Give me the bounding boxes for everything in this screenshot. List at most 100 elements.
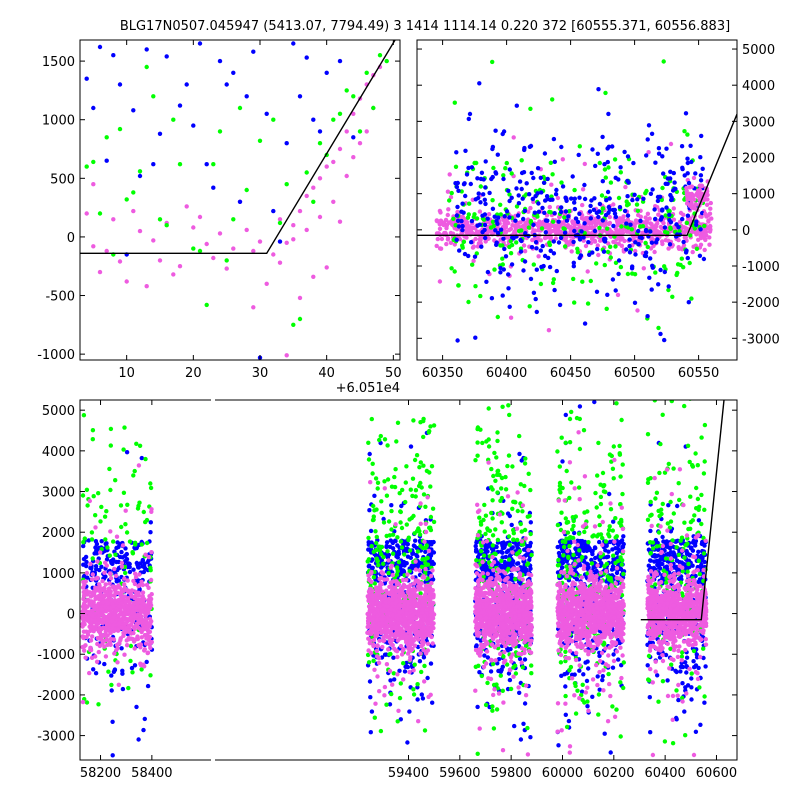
data-point bbox=[469, 240, 474, 245]
data-point bbox=[554, 187, 559, 193]
data-point bbox=[90, 625, 96, 630]
data-point bbox=[646, 150, 651, 155]
data-point bbox=[691, 175, 697, 181]
data-point bbox=[99, 627, 104, 632]
data-point bbox=[397, 695, 403, 701]
data-point bbox=[151, 94, 156, 99]
data-point bbox=[473, 197, 478, 202]
data-point bbox=[376, 783, 380, 787]
data-point bbox=[364, 70, 369, 76]
data-point bbox=[95, 621, 101, 626]
data-point bbox=[324, 70, 329, 76]
data-point bbox=[366, 535, 371, 541]
data-point bbox=[429, 542, 434, 547]
data-point bbox=[413, 635, 418, 640]
data-point bbox=[105, 633, 110, 638]
data-point bbox=[521, 216, 526, 222]
data-point bbox=[425, 675, 430, 681]
data-point bbox=[476, 191, 481, 196]
data-point bbox=[184, 82, 189, 87]
data-point bbox=[204, 302, 209, 308]
data-point bbox=[573, 216, 579, 221]
data-point bbox=[337, 111, 343, 117]
data-point bbox=[104, 622, 110, 627]
data-point bbox=[137, 228, 143, 234]
data-point bbox=[107, 581, 112, 586]
data-point bbox=[121, 447, 126, 452]
data-point bbox=[473, 236, 478, 242]
data-point bbox=[567, 209, 572, 214]
data-point bbox=[670, 188, 676, 193]
data-point bbox=[483, 201, 488, 207]
plot-area bbox=[80, 40, 396, 360]
data-point bbox=[431, 561, 436, 566]
data-point bbox=[395, 672, 400, 677]
data-point bbox=[371, 105, 376, 111]
data-point bbox=[445, 212, 450, 218]
data-point bbox=[624, 452, 628, 456]
data-point bbox=[122, 631, 127, 636]
data-point bbox=[557, 224, 562, 229]
data-point bbox=[80, 699, 86, 705]
data-point bbox=[127, 564, 132, 570]
data-point bbox=[177, 264, 183, 269]
y-tick-label: -500 bbox=[45, 290, 75, 305]
data-point bbox=[539, 226, 545, 231]
data-point bbox=[351, 111, 356, 117]
data-point bbox=[428, 527, 434, 533]
data-point bbox=[588, 203, 593, 209]
data-point bbox=[473, 549, 479, 554]
data-point bbox=[466, 116, 471, 122]
data-point bbox=[364, 129, 369, 134]
data-point bbox=[496, 668, 501, 674]
data-point bbox=[556, 231, 561, 236]
data-point bbox=[571, 260, 576, 265]
data-point bbox=[538, 238, 543, 243]
data-point bbox=[478, 176, 484, 182]
data-point bbox=[85, 503, 90, 508]
data-point bbox=[408, 444, 414, 449]
data-point bbox=[378, 582, 383, 588]
data-point bbox=[540, 205, 545, 211]
data-point bbox=[408, 639, 413, 644]
data-point bbox=[563, 195, 568, 200]
data-point bbox=[82, 608, 87, 613]
data-point bbox=[656, 282, 661, 287]
data-point bbox=[404, 561, 409, 566]
data-point bbox=[531, 222, 536, 227]
data-point bbox=[423, 529, 429, 535]
data-point bbox=[344, 88, 349, 93]
data-point bbox=[649, 240, 655, 245]
data-point bbox=[386, 629, 392, 634]
data-point bbox=[703, 197, 708, 202]
data-point bbox=[90, 556, 95, 561]
data-point bbox=[414, 453, 420, 458]
y-tick-label: 5000 bbox=[742, 43, 775, 58]
data-point bbox=[395, 535, 400, 540]
data-point bbox=[425, 555, 430, 561]
data-point bbox=[317, 214, 323, 220]
data-point bbox=[683, 228, 689, 233]
data-point bbox=[434, 231, 440, 236]
data-point bbox=[367, 451, 372, 457]
data-point bbox=[521, 721, 526, 726]
data-point bbox=[370, 471, 375, 476]
data-point bbox=[104, 637, 110, 642]
data-point bbox=[366, 648, 371, 653]
data-point bbox=[392, 474, 397, 480]
data-point bbox=[610, 277, 616, 282]
data-point bbox=[373, 529, 378, 534]
data-point bbox=[619, 243, 624, 248]
data-point bbox=[337, 219, 343, 224]
data-point bbox=[108, 636, 114, 641]
data-point bbox=[304, 55, 309, 60]
data-point bbox=[694, 246, 700, 251]
data-point bbox=[530, 196, 535, 202]
data-point bbox=[421, 416, 426, 422]
data-point bbox=[111, 53, 116, 58]
data-point bbox=[373, 476, 379, 481]
data-point bbox=[702, 223, 707, 229]
data-point bbox=[492, 214, 497, 219]
data-point bbox=[102, 570, 107, 575]
data-point bbox=[667, 212, 672, 217]
